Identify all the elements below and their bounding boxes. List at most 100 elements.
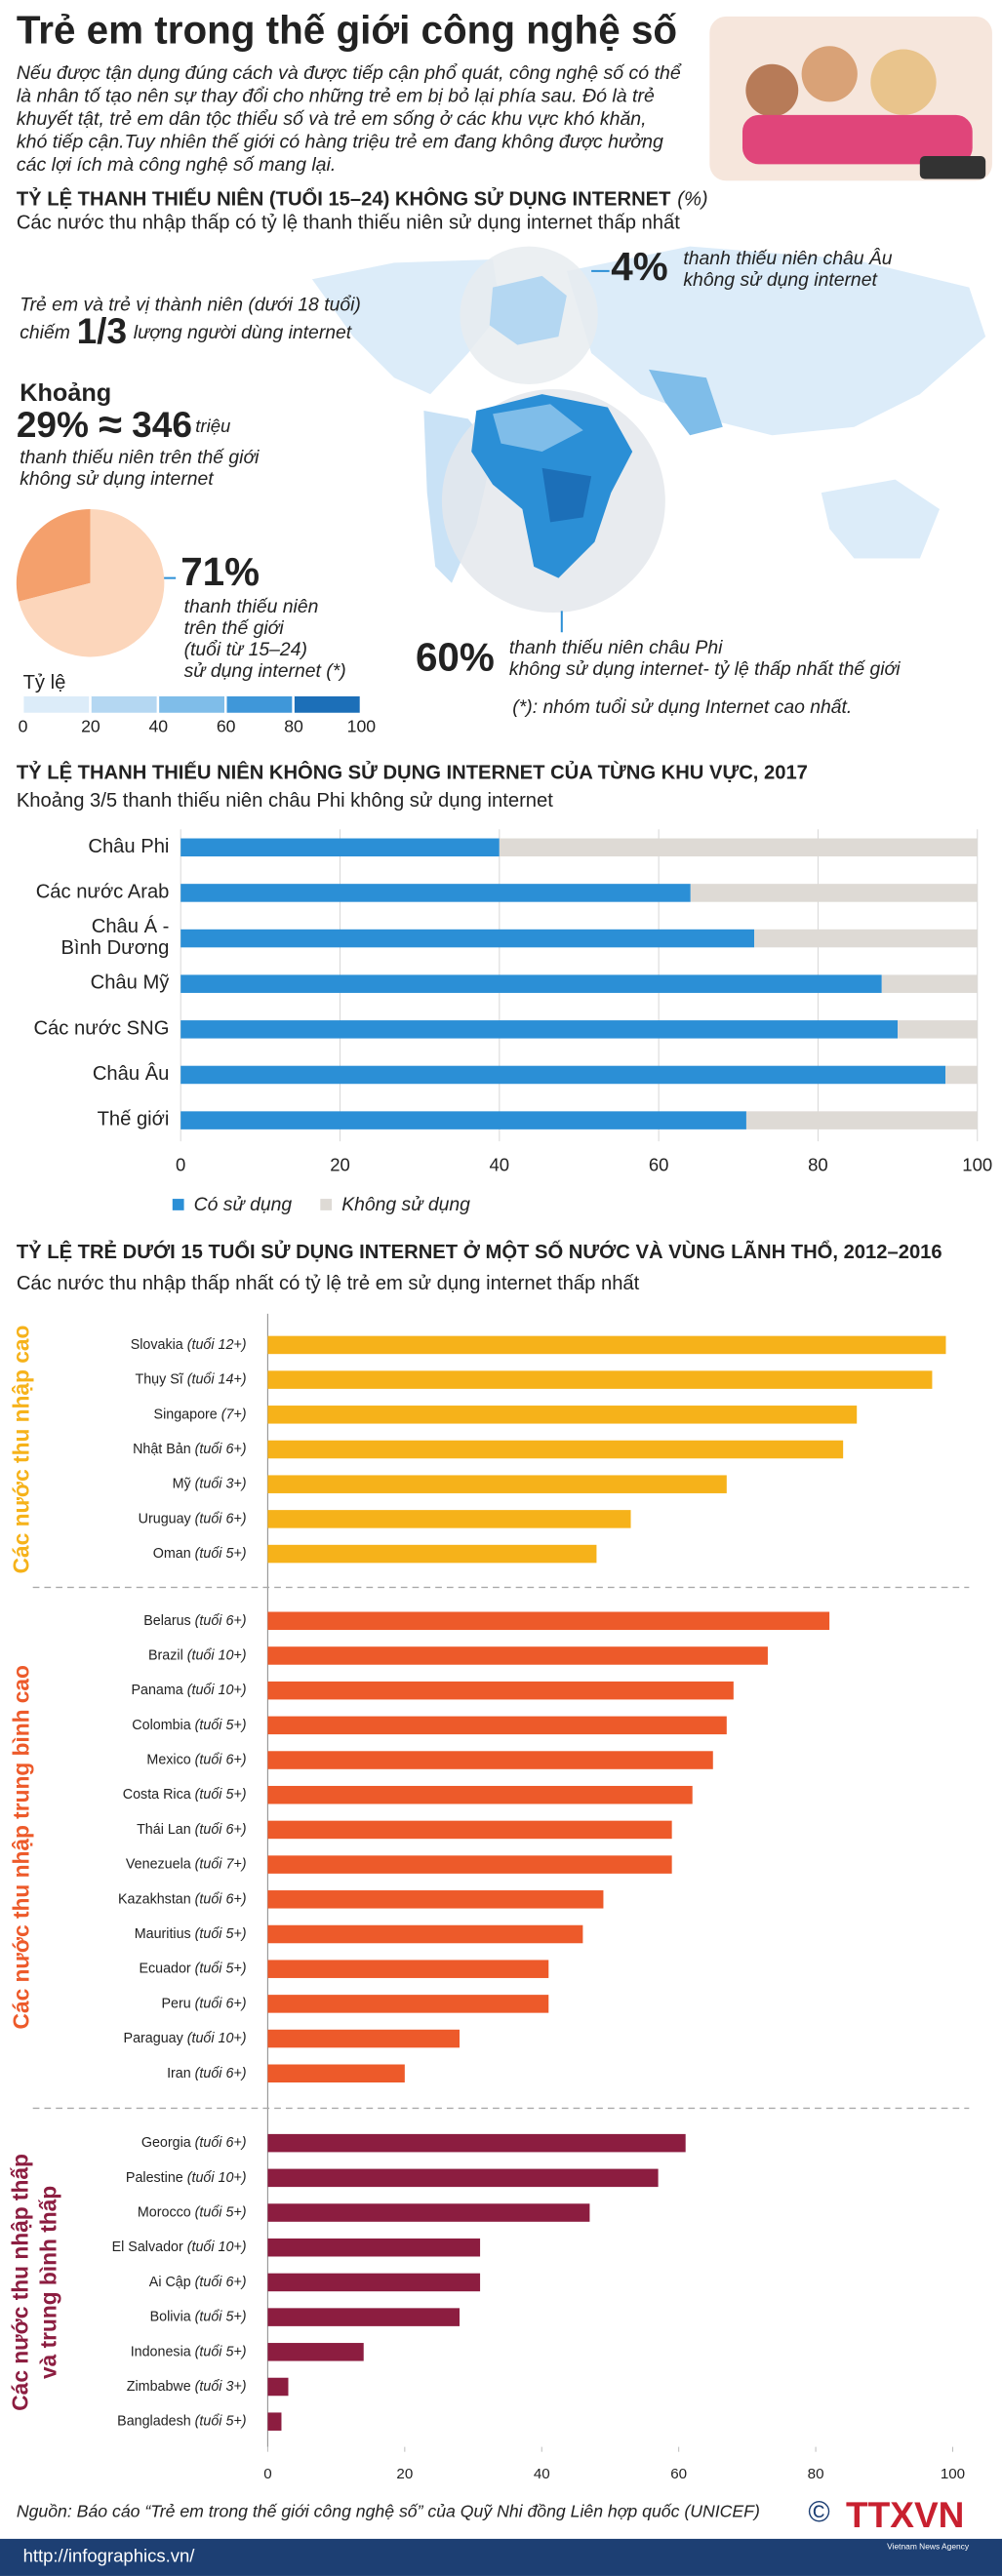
x-tick-label: 100 <box>941 2466 965 2482</box>
y-tick-label: Uruguay (tuổi 6+) <box>139 1511 247 1526</box>
x-tick-label: 0 <box>263 2466 271 2482</box>
share-figure: 1/3 <box>77 310 127 351</box>
bar <box>267 1855 672 1874</box>
world-unit: triệu <box>195 416 230 436</box>
bar <box>267 2238 481 2257</box>
bar <box>267 1440 844 1459</box>
y-tick-label: Bangladesh (tuổi 5+) <box>117 2413 246 2429</box>
world-figure: 346 <box>132 404 192 445</box>
y-tick-label: Peru (tuổi 6+) <box>162 1996 247 2011</box>
y-tick-label: Bolivia (tuổi 5+) <box>150 2309 247 2324</box>
y-tick-label: Thái Lan (tuổi 6+) <box>137 1822 246 1838</box>
bar <box>267 1751 713 1769</box>
bar-segment <box>499 838 978 857</box>
bar <box>267 1611 830 1631</box>
y-tick-label: Colombia (tuổi 5+) <box>132 1718 246 1733</box>
y-tick-label: Châu Á -Bình Dương <box>60 915 169 959</box>
share-line: chiếm 1/3 lượng người dùng internet <box>20 310 353 351</box>
y-tick-label: Morocco (tuổi 5+) <box>138 2204 247 2220</box>
bar-segment <box>690 884 978 902</box>
bar <box>267 1335 946 1355</box>
country-chart: 0 20 40 60 80 100 Slovakia (tuổi 12+) Thụy Sĩ (… <box>8 1313 970 2482</box>
bar-segment <box>898 1020 978 1039</box>
y-tick-label: Các nước Arab <box>36 882 170 903</box>
europe-text: không sử dụng internet <box>683 269 878 291</box>
y-tick-label: Nhật Bản (tuổi 6+) <box>133 1442 246 1457</box>
share-post: lượng người dùng internet <box>134 322 353 343</box>
group-label: Các nước thu nhập trung bình cao <box>9 1665 34 2029</box>
bar <box>267 1544 597 1564</box>
y-tick-label: Zimbabwe (tuổi 3+) <box>127 2379 247 2395</box>
bar-segment <box>745 1111 978 1129</box>
share-pre: chiếm <box>20 322 70 343</box>
map-title-line: TỶ LỆ THANH THIẾU NIÊN (TUỔI 15–24) KHÔN… <box>17 187 708 211</box>
share-text: Trẻ em và trẻ vị thành niên (dưới 18 tuổ… <box>20 294 361 315</box>
photo <box>709 16 992 181</box>
y-tick-label: Brazil (tuổi 10+) <box>148 1647 247 1663</box>
bar <box>267 2308 461 2326</box>
world-lead: Khoảng <box>20 379 111 407</box>
world-approx: ≈ <box>99 400 122 448</box>
map-legend: 0 20 40 60 80 100 <box>19 695 377 736</box>
intro-line: Nếu được tận dụng đúng cách và được tiếp… <box>17 62 682 84</box>
legend-swatch <box>22 695 90 713</box>
bar <box>267 2029 461 2048</box>
y-tick-label: Iran (tuổi 6+) <box>167 2066 246 2081</box>
y-tick-label: Singapore (7+) <box>154 1407 247 1422</box>
bar <box>267 1681 734 1700</box>
bar <box>267 2168 659 2188</box>
y-tick-label: Ai Cập (tuổi 6+) <box>149 2275 247 2290</box>
copyright: © <box>808 2497 829 2529</box>
bar-segment <box>881 974 978 993</box>
legend-swatch <box>90 695 157 713</box>
bar <box>267 1924 583 1944</box>
bar <box>267 2273 481 2292</box>
y-tick-label: Mỹ (tuổi 3+) <box>173 1476 247 1491</box>
logo: TTXVN <box>846 2494 964 2535</box>
y-tick-label: Thế giới <box>98 1109 170 1130</box>
bar <box>267 1890 604 1909</box>
users-text: (tuổi từ 15–24) <box>184 639 307 660</box>
legend-label: 100 <box>347 717 377 736</box>
x-tick-label: 80 <box>808 2466 824 2482</box>
y-tick-label: Palestine (tuổi 10+) <box>126 2170 247 2186</box>
y-tick-label: Châu Phi <box>88 836 169 857</box>
y-tick-label: Indonesia (tuổi 5+) <box>131 2344 247 2359</box>
pie-label: 29% <box>17 404 89 445</box>
bar <box>267 1646 768 1665</box>
legend-swatch <box>172 1199 184 1210</box>
bar-segment <box>180 1020 899 1039</box>
bar <box>267 2343 364 2361</box>
bar-segment <box>180 929 755 948</box>
y-tick-label: Venezuela (tuổi 7+) <box>126 1856 247 1872</box>
legend-title: Tỷ lệ <box>23 672 66 694</box>
intro-line: khuyết tật, trẻ em dân tộc thiểu số và t… <box>17 108 647 130</box>
x-tick-label: 0 <box>176 1154 185 1174</box>
bar <box>267 2203 590 2222</box>
africa-text: thanh thiếu niên châu Phi <box>509 637 723 658</box>
bar <box>267 1716 727 1735</box>
legend-label: Có sử dụng <box>194 1194 293 1215</box>
users-text: sử dụng internet (*) <box>184 660 346 682</box>
map-title-unit: (%) <box>677 189 707 211</box>
y-tick-label: Belarus (tuổi 6+) <box>143 1613 246 1629</box>
group-label: Các nước thu nhập thấp và trung bình thấp <box>8 2154 61 2411</box>
x-tick-label: 100 <box>962 1154 992 1174</box>
map-subtitle: Các nước thu nhập thấp có tỷ lệ thanh th… <box>17 212 680 233</box>
legend-label: 0 <box>19 717 28 736</box>
y-tick-label: Thụy Sĩ (tuổi 14+) <box>135 1371 246 1387</box>
bar-segment <box>180 1111 746 1129</box>
y-tick-label: Slovakia (tuổi 12+) <box>131 1337 247 1353</box>
bar <box>267 1406 858 1424</box>
legend-label: 20 <box>81 717 100 736</box>
intro: Nếu được tận dụng đúng cách và được tiếp… <box>17 62 682 176</box>
bar <box>267 2377 289 2397</box>
agency: Vietnam News Agency <box>887 2542 970 2552</box>
source: Nguồn: Báo cáo “Trẻ em trong thế giới cô… <box>17 2502 760 2521</box>
y-tick-label: Châu Mỹ <box>91 972 171 994</box>
world-text: không sử dụng internet <box>20 468 215 490</box>
world-map <box>155 246 986 633</box>
europe-text: thanh thiếu niên châu Âu <box>683 247 892 269</box>
bar <box>267 1510 631 1528</box>
legend-swatch <box>225 695 293 713</box>
